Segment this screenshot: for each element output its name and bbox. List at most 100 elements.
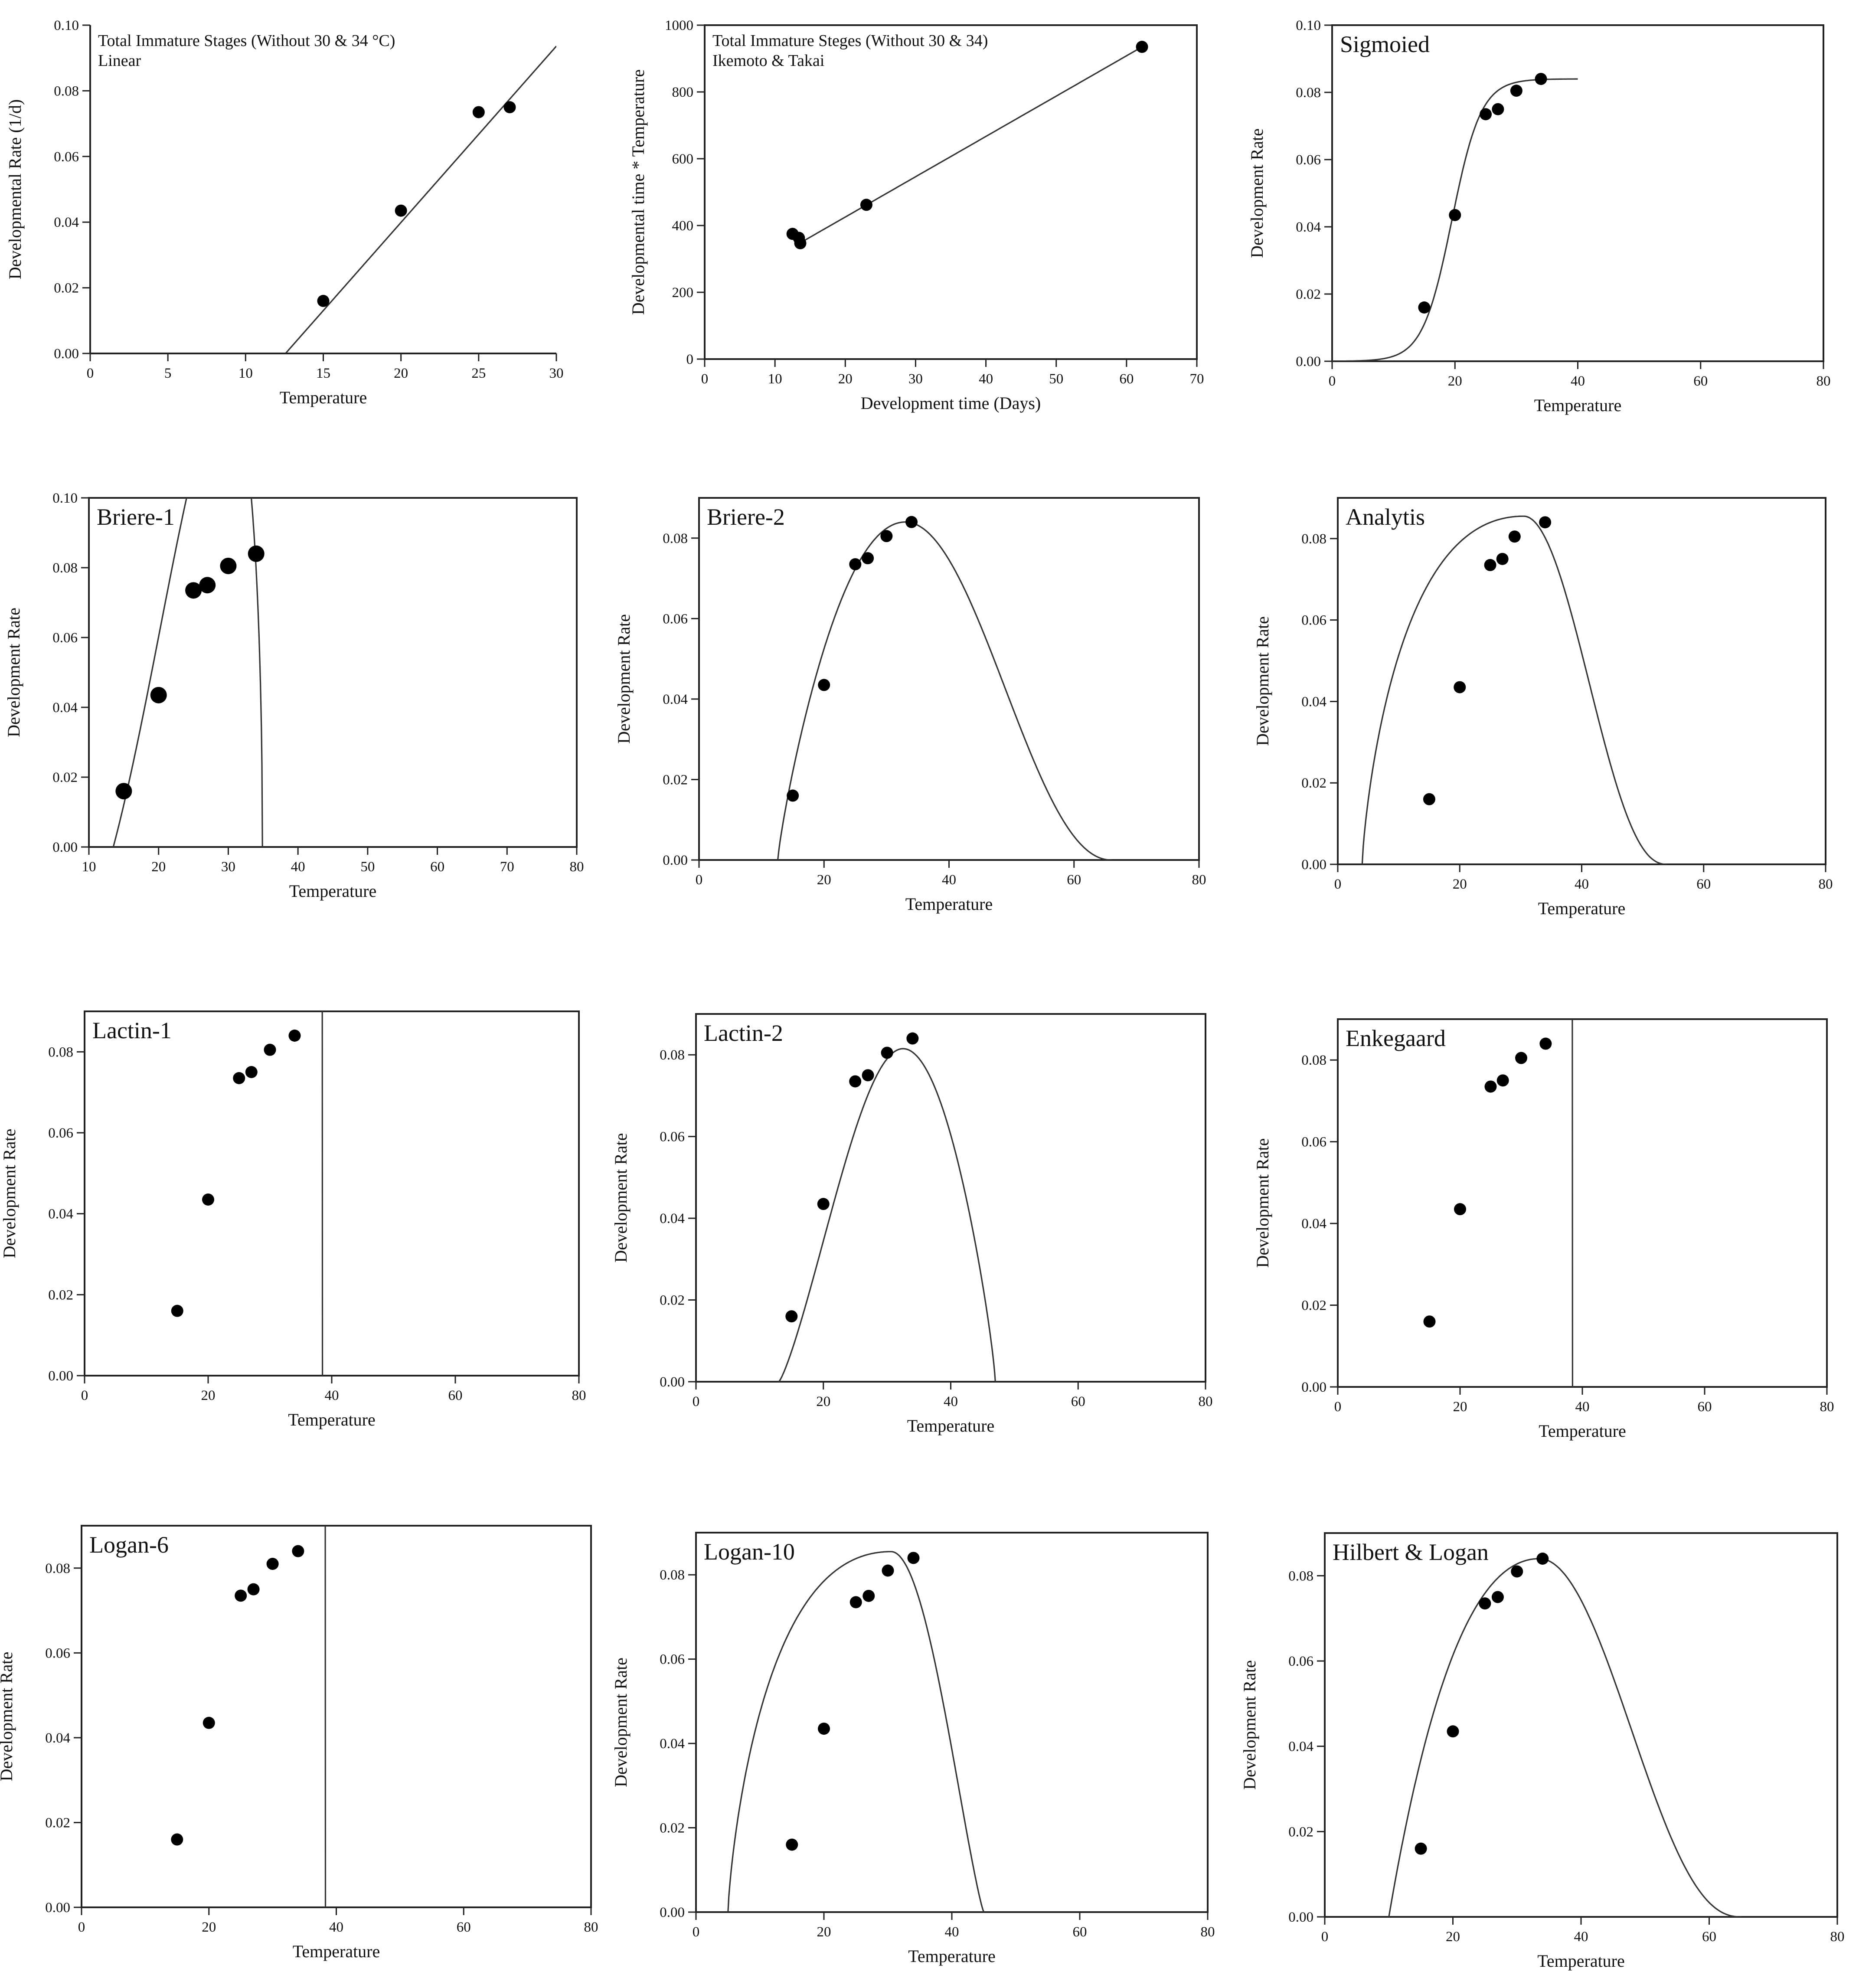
x-tick-label: 80 bbox=[1819, 876, 1833, 892]
data-point bbox=[1508, 530, 1521, 543]
data-point bbox=[1539, 1037, 1552, 1050]
chart-title: Briere-1 bbox=[97, 504, 175, 530]
x-axis-label: Temperature bbox=[288, 1410, 376, 1429]
data-point bbox=[849, 1075, 862, 1088]
chart-panel-logan-6: 0 20 40 60 80 0.00 0.02 0.04 0.06 0.08 Temperature… bbox=[0, 1525, 598, 1961]
x-tick-label: 30 bbox=[221, 859, 235, 875]
data-point bbox=[1510, 85, 1522, 97]
fitted-curve bbox=[800, 46, 1143, 244]
data-point bbox=[1496, 553, 1509, 565]
x-tick-label: 60 bbox=[1696, 876, 1711, 892]
y-axis-label: Development Rate bbox=[1247, 128, 1267, 258]
data-point bbox=[245, 1066, 258, 1078]
y-tick-label: 0.04 bbox=[54, 215, 79, 230]
y-tick-label: 0.06 bbox=[1296, 152, 1321, 168]
x-axis-label: Temperature bbox=[1537, 1951, 1625, 1971]
plot-frame bbox=[695, 1532, 1209, 1913]
y-tick-label: 0.10 bbox=[1296, 18, 1321, 33]
data-point bbox=[220, 557, 237, 574]
data-point bbox=[202, 1193, 214, 1206]
x-tick-label: 50 bbox=[360, 859, 375, 875]
y-tick-label: 0.04 bbox=[1301, 694, 1326, 710]
x-tick-label: 40 bbox=[942, 872, 956, 888]
y-tick-label: 1000 bbox=[665, 18, 693, 33]
x-tick-label: 40 bbox=[1574, 1929, 1588, 1945]
data-point bbox=[1415, 1842, 1427, 1855]
y-tick-label: 0.08 bbox=[1296, 85, 1321, 101]
chart-panel-logan-10: 0 20 40 60 80 0.00 0.02 0.04 0.06 0.08 Temperature… bbox=[611, 1532, 1215, 1966]
data-point bbox=[288, 1030, 301, 1042]
data-point bbox=[1454, 1203, 1466, 1216]
x-axis-label: Temperature bbox=[293, 1942, 380, 1961]
y-tick-label: 0.02 bbox=[48, 1287, 73, 1303]
y-tick-label: 0.02 bbox=[54, 281, 79, 296]
data-point bbox=[787, 789, 799, 802]
fitted-curve bbox=[727, 1551, 985, 1912]
chart-title: Logan-10 bbox=[704, 1539, 795, 1565]
data-point bbox=[248, 545, 265, 562]
y-tick-label: 0.08 bbox=[663, 531, 688, 546]
data-point bbox=[395, 204, 407, 217]
data-point bbox=[292, 1545, 304, 1557]
data-point bbox=[235, 1589, 247, 1602]
data-point bbox=[907, 1552, 920, 1564]
x-tick-label: 60 bbox=[1698, 1399, 1712, 1415]
y-tick-label: 0.02 bbox=[1296, 287, 1321, 302]
y-axis-label: Development Rate bbox=[1240, 1660, 1259, 1790]
x-tick-label: 10 bbox=[239, 366, 253, 381]
x-tick-label: 40 bbox=[325, 1388, 339, 1403]
data-point bbox=[1539, 516, 1552, 529]
x-tick-label: 30 bbox=[908, 371, 923, 387]
fitted-curve bbox=[1571, 1019, 1573, 1387]
data-point bbox=[472, 106, 485, 118]
y-tick-label: 0.08 bbox=[660, 1567, 685, 1583]
y-tick-label: 0.02 bbox=[1301, 1298, 1326, 1314]
y-tick-label: 0.00 bbox=[48, 1368, 73, 1384]
x-tick-label: 60 bbox=[1067, 872, 1081, 888]
data-point bbox=[1454, 681, 1466, 693]
y-tick-label: 800 bbox=[672, 85, 694, 100]
y-tick-label: 0.08 bbox=[45, 1561, 70, 1576]
y-tick-label: 0.02 bbox=[45, 1815, 70, 1831]
y-tick-label: 0.06 bbox=[1288, 1654, 1313, 1669]
x-tick-label: 60 bbox=[1693, 373, 1708, 389]
plot-frame bbox=[695, 1013, 1206, 1383]
chart-panel-briere-2: 0 20 40 60 80 0.00 0.02 0.04 0.06 0.08 Temperature… bbox=[614, 497, 1206, 914]
chart-subtitle: Linear bbox=[98, 52, 141, 70]
chart-subtitle: Ikemoto & Takai bbox=[712, 52, 824, 70]
chart-panel-linear: 0 5 10 15 20 25 30 0.00 0.02 0.04 0.06 0.08 0.10 Temp… bbox=[5, 18, 564, 407]
data-point bbox=[1511, 1565, 1523, 1578]
data-point bbox=[1536, 1553, 1549, 1565]
data-point bbox=[1484, 1080, 1497, 1093]
x-axis-label: Temperature bbox=[907, 1416, 995, 1435]
x-tick-label: 20 bbox=[1446, 1929, 1460, 1945]
y-tick-label: 0.06 bbox=[1301, 1135, 1326, 1150]
plot-frame bbox=[1337, 1018, 1828, 1388]
y-tick-label: 0.06 bbox=[45, 1645, 70, 1661]
x-axis-label: Development time (Days) bbox=[861, 393, 1041, 413]
y-tick-label: 0.00 bbox=[660, 1905, 685, 1920]
y-tick-label: 0.08 bbox=[1288, 1568, 1313, 1584]
data-point bbox=[1484, 559, 1496, 571]
x-tick-label: 0 bbox=[1334, 1399, 1342, 1415]
chart-panel-hilbert-logan: 0 20 40 60 80 0.00 0.02 0.04 0.06 0.08 Temperature… bbox=[1240, 1532, 1845, 1971]
y-axis-label: Development Rate bbox=[0, 1652, 16, 1782]
fitted-curve bbox=[112, 498, 263, 847]
plot-frame bbox=[1331, 24, 1824, 362]
y-tick-label: 0.08 bbox=[1301, 1053, 1326, 1068]
fitted-curve bbox=[285, 46, 556, 353]
chart-title: Lactin-1 bbox=[92, 1017, 172, 1043]
y-tick-label: 0.06 bbox=[660, 1129, 685, 1145]
data-point bbox=[1535, 73, 1547, 85]
x-tick-label: 40 bbox=[329, 1919, 343, 1935]
chart-title: Enkegaard bbox=[1346, 1025, 1446, 1051]
x-tick-label: 0 bbox=[696, 872, 703, 888]
fitted-curve bbox=[1388, 1558, 1741, 1917]
x-tick-label: 40 bbox=[291, 859, 305, 875]
plot-frame bbox=[84, 1010, 580, 1377]
y-tick-label: 0.00 bbox=[52, 840, 78, 855]
chart-title: Hilbert & Logan bbox=[1333, 1539, 1489, 1565]
x-tick-label: 60 bbox=[1073, 1924, 1087, 1940]
x-tick-label: 5 bbox=[164, 366, 172, 381]
data-point bbox=[1449, 209, 1461, 221]
